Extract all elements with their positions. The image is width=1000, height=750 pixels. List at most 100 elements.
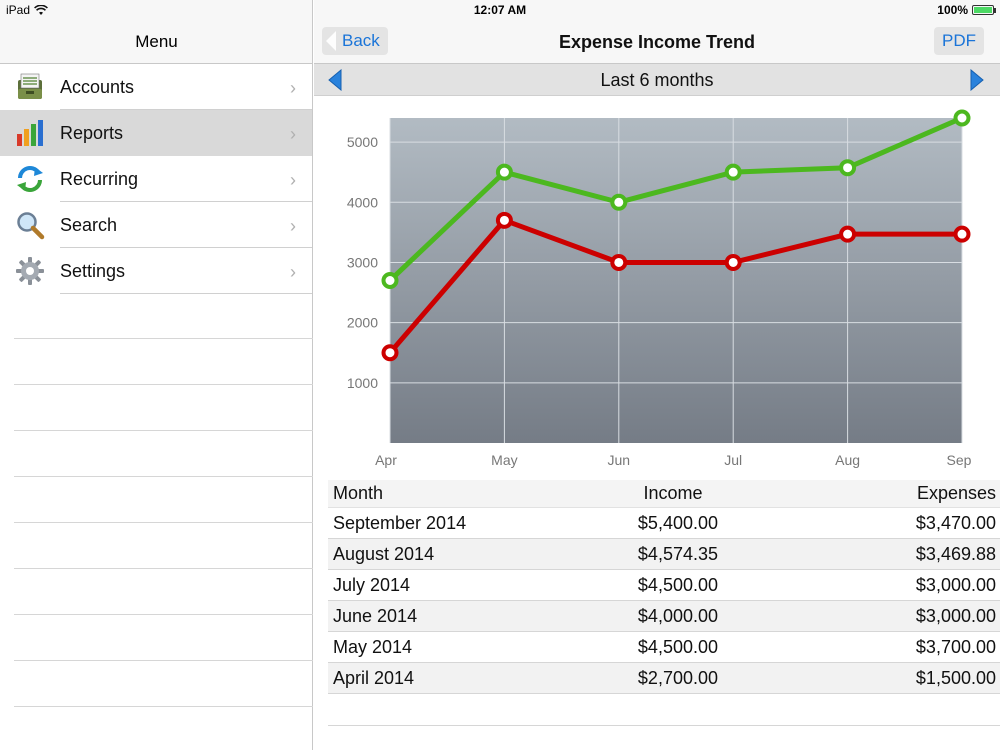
divider (14, 338, 313, 339)
cell-income: $4,500.00 (637, 636, 718, 657)
x-tick-label: Jul (724, 452, 742, 468)
data-point[interactable] (724, 163, 742, 181)
divider (14, 430, 313, 431)
sidebar-item-label: Reports (60, 122, 124, 143)
back-button[interactable]: Back (322, 27, 388, 55)
sidebar-item-accounts[interactable]: Accounts › (0, 64, 312, 110)
x-tick-label: Aug (835, 452, 860, 468)
next-period-arrow-icon[interactable] (970, 69, 984, 91)
navigation-bar: Back Expense Income Trend PDF (314, 0, 1000, 64)
accounts-icon (14, 71, 46, 103)
cell-expenses: $3,000.00 (915, 574, 996, 595)
cell-month: July 2014 (333, 574, 411, 595)
divider (14, 568, 313, 569)
cell-expenses: $3,000.00 (915, 605, 996, 626)
cell-month: April 2014 (333, 667, 415, 688)
cell-month: June 2014 (333, 605, 418, 626)
period-selector: Last 6 months (314, 64, 1000, 96)
cell-income: $5,400.00 (637, 512, 718, 533)
data-point[interactable] (495, 163, 513, 181)
table-header: Month Income Expenses (328, 480, 1000, 508)
y-tick-label: 5000 (347, 134, 378, 150)
previous-period-arrow-icon[interactable] (328, 69, 342, 91)
x-tick-label: Apr (375, 452, 397, 468)
table-row[interactable]: June 2014 $4,000.00 $3,000.00 (328, 601, 1000, 632)
data-point[interactable] (953, 225, 971, 243)
pdf-button[interactable]: PDF (934, 27, 984, 55)
table-row[interactable]: August 2014 $4,574.35 $3,469.88 (328, 539, 1000, 570)
cell-income: $4,000.00 (637, 605, 718, 626)
divider (14, 476, 313, 477)
divider (14, 660, 313, 661)
sidebar-item-label: Search (60, 214, 118, 235)
data-point[interactable] (839, 225, 857, 243)
data-point[interactable] (610, 253, 628, 271)
summary-table: Month Income Expenses September 2014 $5,… (328, 480, 1000, 694)
report-panel: Back Expense Income Trend PDF Last 6 mon… (314, 0, 1000, 750)
chevron-right-icon: › (290, 124, 296, 144)
table-row[interactable]: July 2014 $4,500.00 $3,000.00 (328, 570, 1000, 601)
sidebar-item-label: Accounts (60, 76, 135, 97)
data-point[interactable] (953, 109, 971, 127)
cell-income: $4,574.35 (637, 543, 718, 564)
x-tick-label: May (491, 452, 517, 468)
sidebar-item-label: Recurring (60, 168, 139, 189)
sidebar-item-label: Settings (60, 260, 126, 281)
sidebar-title: Menu (135, 32, 178, 51)
search-icon (14, 209, 46, 241)
sidebar-item-recurring[interactable]: Recurring › (0, 156, 312, 202)
chevron-right-icon: › (290, 78, 296, 98)
divider (14, 522, 313, 523)
y-tick-label: 3000 (347, 254, 378, 270)
cell-income: $2,700.00 (637, 667, 718, 688)
x-tick-label: Sep (947, 452, 972, 468)
sidebar: Menu Accounts › Report (0, 0, 313, 750)
chevron-right-icon: › (290, 262, 296, 282)
header-expenses: Expenses (916, 483, 996, 503)
data-point[interactable] (381, 344, 399, 362)
chevron-right-icon: › (290, 170, 296, 190)
divider (328, 725, 1000, 726)
cell-expenses: $3,469.88 (915, 543, 996, 564)
y-tick-label: 2000 (347, 315, 378, 331)
cell-expenses: $3,470.00 (915, 512, 996, 533)
divider (14, 384, 313, 385)
wifi-icon (34, 4, 48, 15)
page-title: Expense Income Trend (558, 32, 756, 52)
cell-income: $4,500.00 (637, 574, 718, 595)
sidebar-item-search[interactable]: Search › (0, 202, 312, 248)
chevron-right-icon: › (290, 216, 296, 236)
data-point[interactable] (724, 253, 742, 271)
sidebar-item-settings[interactable]: Settings › (0, 248, 312, 294)
battery-percent: 100% (937, 3, 968, 17)
clock: 12:07 AM (473, 3, 527, 17)
header-month: Month (333, 483, 384, 503)
data-point[interactable] (495, 211, 513, 229)
recurring-icon (14, 163, 46, 195)
battery-icon (972, 5, 996, 15)
table-row[interactable]: May 2014 $4,500.00 $3,700.00 (328, 632, 1000, 663)
cell-expenses: $1,500.00 (915, 667, 996, 688)
header-income: Income (643, 483, 703, 503)
data-point[interactable] (610, 193, 628, 211)
table-row[interactable]: April 2014 $2,700.00 $1,500.00 (328, 663, 1000, 694)
divider (14, 614, 313, 615)
x-tick-label: Jun (608, 452, 631, 468)
cell-month: September 2014 (333, 512, 467, 533)
income-series-line (387, 115, 965, 283)
sidebar-item-reports[interactable]: Reports › (0, 110, 312, 156)
data-point[interactable] (839, 159, 857, 177)
status-bar: iPad 12:07 AM 100% (0, 0, 1000, 20)
cell-month: August 2014 (333, 543, 435, 564)
reports-icon (14, 117, 46, 149)
table-row[interactable]: September 2014 $5,400.00 $3,470.00 (328, 508, 1000, 539)
plot-area (390, 118, 962, 443)
y-tick-label: 1000 (347, 375, 378, 391)
expenses-series-line (387, 217, 965, 356)
sidebar-header: Menu (0, 0, 312, 64)
data-point[interactable] (381, 272, 399, 289)
period-label: Last 6 months (600, 70, 714, 90)
cell-expenses: $3,700.00 (915, 636, 996, 657)
device-name: iPad (6, 3, 31, 17)
divider (14, 706, 313, 707)
